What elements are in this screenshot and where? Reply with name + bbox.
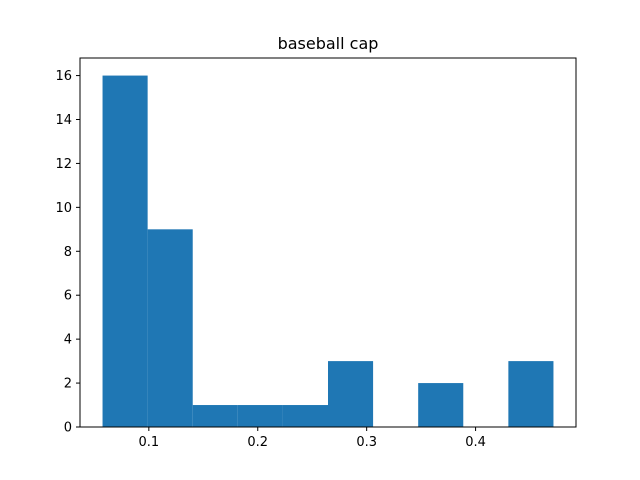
histogram-bar-9 [508, 361, 554, 427]
y-tick-label: 8 [64, 245, 72, 260]
y-tick-label: 0 [64, 421, 72, 436]
y-tick-label: 10 [55, 201, 72, 216]
histogram-bar-4 [282, 405, 328, 427]
y-tick-label: 6 [64, 289, 72, 304]
y-tick-label: 14 [55, 113, 72, 128]
y-tick-label: 12 [55, 157, 72, 172]
x-tick-label: 0.4 [465, 435, 486, 450]
x-axis: 0.1 0.2 0.3 0.4 [138, 427, 486, 450]
histogram-bar-2 [192, 405, 238, 427]
y-tick-label: 4 [64, 333, 72, 348]
x-tick-label: 0.1 [138, 435, 159, 450]
y-tick-label: 2 [64, 377, 72, 392]
x-tick-label: 0.3 [356, 435, 377, 450]
x-tick-label: 0.2 [247, 435, 268, 450]
histogram-bar-7 [418, 383, 464, 427]
chart-title: baseball cap [278, 34, 379, 53]
histogram-bar-1 [147, 229, 193, 427]
histogram-bar-3 [237, 405, 283, 427]
y-axis: 0 2 4 6 8 10 12 14 16 [55, 69, 80, 436]
histogram-bar-5 [328, 361, 374, 427]
y-tick-label: 16 [55, 69, 72, 84]
bars-group [102, 75, 554, 428]
histogram-bar-0 [102, 75, 148, 428]
plot-frame [79, 57, 577, 428]
